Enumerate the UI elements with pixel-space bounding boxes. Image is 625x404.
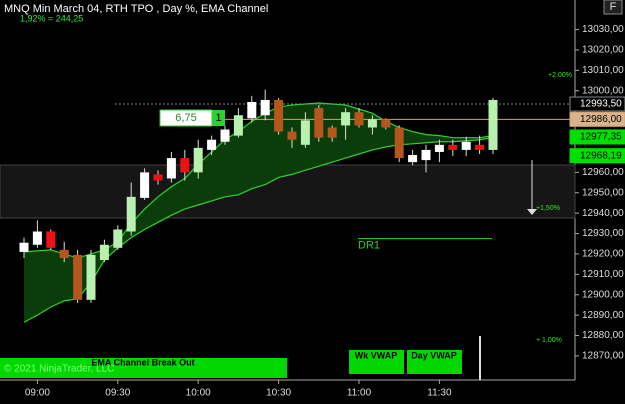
y-tick-label: 12950,00 (582, 187, 624, 198)
percent-label: +2.00% (548, 72, 572, 79)
candle-body (300, 120, 310, 145)
y-tick-label: 12900,00 (582, 289, 624, 300)
x-tick-label: 10:30 (266, 388, 291, 399)
day-vwap-button[interactable] (407, 350, 462, 374)
candle-body (488, 99, 498, 150)
candle-body (381, 119, 391, 128)
candle-body (287, 131, 297, 140)
x-tick-label: 11:30 (427, 388, 452, 399)
candle-body (166, 158, 176, 179)
channel-area (24, 103, 493, 323)
candle-body (274, 99, 284, 132)
x-tick-label: 11:00 (347, 388, 372, 399)
price-tag-label: 12986,00 (580, 114, 622, 125)
y-tick-label: 12930,00 (582, 228, 624, 239)
candle-body (421, 149, 431, 161)
candle-body (434, 144, 444, 152)
candle-body (247, 101, 257, 119)
channel-lower (23, 137, 494, 323)
candle-body (180, 158, 190, 173)
candle-body (113, 229, 123, 248)
button-label: EMA Channel Break Out (91, 357, 194, 367)
y-tick-label: 12920,00 (582, 249, 624, 260)
y-tick-label: 12880,00 (582, 330, 624, 341)
candle-body (73, 254, 83, 300)
candle-body (46, 231, 56, 248)
zone-band (0, 164, 576, 219)
candle-body (394, 127, 404, 159)
x-tick-label: 09:00 (25, 388, 50, 399)
candle-body (260, 99, 270, 116)
price-tag (569, 129, 625, 145)
candle-body (408, 155, 418, 163)
button-label: Wk VWAP (355, 350, 398, 360)
candle-body (19, 242, 29, 252)
candle-body (126, 196, 136, 232)
price-tag (569, 111, 625, 127)
candle-body (59, 249, 69, 259)
arrow-head (527, 209, 537, 215)
wk-vwap-button[interactable] (349, 350, 404, 374)
candle-body (99, 244, 109, 261)
y-tick-label: 13030,00 (582, 24, 624, 35)
percent-label: + 1,00% (536, 337, 562, 344)
level-label: DR1 (358, 240, 380, 252)
chart-title: MNQ Min March 04, RTH TPO , Day %, EMA C… (4, 3, 268, 15)
candle-body (86, 254, 96, 300)
x-tick-label: 10:00 (186, 388, 211, 399)
price-tag-label: 12968,19 (580, 150, 622, 161)
candle-body (461, 141, 471, 150)
x-tick-label: 09:30 (105, 388, 130, 399)
corner-button[interactable] (603, 0, 623, 15)
candle-body (475, 144, 485, 150)
candle-body (207, 139, 217, 150)
percent-label: +1,50% (536, 205, 560, 212)
candle-body (314, 108, 324, 138)
candle-body (193, 147, 203, 173)
value-box-label: 6,75 (175, 112, 196, 124)
count-label: 1 (215, 112, 221, 124)
y-tick-label: 12870,00 (582, 351, 624, 362)
y-tick-label: 12910,00 (582, 269, 624, 280)
candle-body (448, 144, 458, 150)
price-tag-label: 12993,50 (580, 99, 622, 110)
copyright: © 2021 NinjaTrader, LLC (4, 364, 114, 375)
y-tick-label: 13010,00 (582, 65, 624, 76)
y-tick-label: 13020,00 (582, 45, 624, 56)
candle-body (341, 112, 351, 126)
count-box (212, 110, 225, 126)
y-tick-label: 12890,00 (582, 310, 624, 321)
candle-body (220, 129, 230, 142)
candle-body (32, 231, 42, 245)
candle-body (327, 127, 337, 138)
button-label: Day VWAP (411, 350, 457, 360)
corner-label: F (610, 1, 617, 13)
price-tag (569, 148, 625, 164)
candle-body (367, 119, 377, 128)
candle-body (140, 172, 150, 198)
chart-subtitle: 1,92% = 244,25 (20, 13, 83, 23)
candle-body (354, 112, 364, 126)
price-tag (569, 96, 625, 112)
candle-body (233, 115, 243, 136)
candle-body (153, 174, 163, 181)
break-out-bar[interactable] (0, 358, 287, 378)
y-tick-label: 13000,00 (582, 85, 624, 96)
price-tag-label: 12977,35 (580, 132, 622, 143)
y-tick-label: 12940,00 (582, 208, 624, 219)
y-tick-label: 12960,00 (582, 167, 624, 178)
